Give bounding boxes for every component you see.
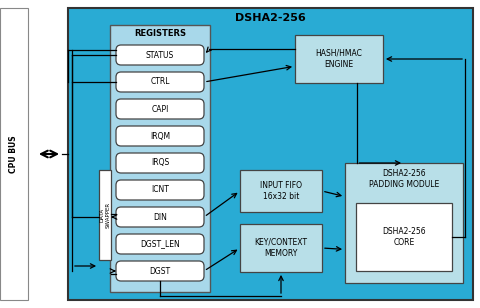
FancyBboxPatch shape	[116, 180, 204, 200]
FancyBboxPatch shape	[116, 207, 204, 227]
Text: CAPI: CAPI	[151, 104, 168, 114]
Bar	[295, 35, 383, 83]
Bar	[99, 170, 111, 260]
FancyBboxPatch shape	[116, 261, 204, 281]
Bar	[356, 203, 452, 271]
FancyBboxPatch shape	[116, 72, 204, 92]
Text: INPUT FIFO
16x32 bit: INPUT FIFO 16x32 bit	[260, 181, 302, 201]
Text: DGST: DGST	[149, 266, 170, 275]
Text: KEY/CONTEXT
MEMORY: KEY/CONTEXT MEMORY	[254, 238, 308, 258]
Bar	[68, 8, 473, 300]
Text: DSHA2-256: DSHA2-256	[235, 13, 305, 23]
Text: ICNT: ICNT	[151, 185, 169, 194]
Bar	[240, 170, 322, 212]
FancyBboxPatch shape	[116, 126, 204, 146]
Text: HASH/HMAC
ENGINE: HASH/HMAC ENGINE	[315, 49, 362, 69]
Text: IRQS: IRQS	[151, 159, 169, 168]
Text: DIN: DIN	[153, 213, 167, 221]
FancyBboxPatch shape	[116, 99, 204, 119]
Text: DATA
SWAPPER: DATA SWAPPER	[100, 202, 110, 228]
FancyBboxPatch shape	[116, 153, 204, 173]
Text: STATUS: STATUS	[146, 51, 174, 59]
Bar	[240, 224, 322, 272]
Bar	[345, 163, 463, 283]
Text: DSHA2-256
PADDING MODULE: DSHA2-256 PADDING MODULE	[369, 169, 439, 189]
Text: REGISTERS: REGISTERS	[134, 30, 186, 38]
FancyBboxPatch shape	[116, 45, 204, 65]
Text: DGST_LEN: DGST_LEN	[140, 240, 180, 249]
Bar	[0, 8, 28, 300]
Text: CTRL: CTRL	[150, 78, 170, 87]
Text: CPU BUS: CPU BUS	[10, 135, 19, 173]
Text: DSHA2-256
CORE: DSHA2-256 CORE	[382, 227, 426, 247]
FancyBboxPatch shape	[116, 234, 204, 254]
Bar	[110, 25, 210, 292]
Text: IRQM: IRQM	[150, 132, 170, 140]
